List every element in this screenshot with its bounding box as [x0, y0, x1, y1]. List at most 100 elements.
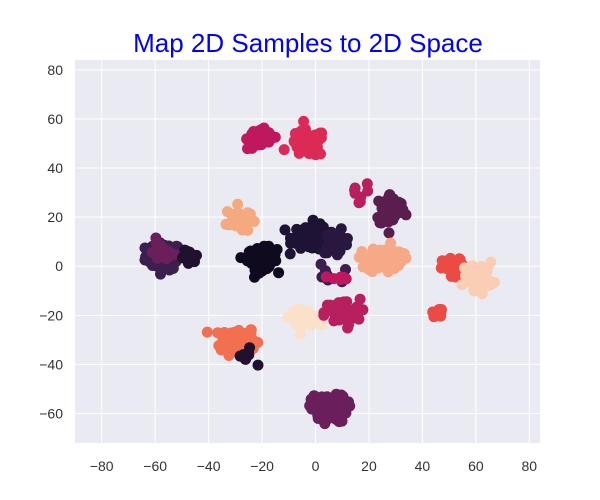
x-tick-label: 60	[468, 458, 484, 474]
data-point	[456, 279, 468, 291]
data-point	[446, 264, 458, 276]
grid-layer	[75, 60, 540, 443]
y-tick-label: 40	[47, 160, 63, 176]
data-point	[466, 276, 478, 288]
data-point	[468, 284, 480, 296]
data-point	[261, 242, 273, 254]
x-tick-label: −40	[197, 458, 221, 474]
y-tick-label: 60	[47, 111, 63, 127]
data-point	[335, 274, 347, 285]
data-point	[245, 324, 257, 336]
data-point	[241, 133, 253, 145]
data-point	[242, 224, 254, 236]
data-point	[333, 227, 345, 239]
data-point	[334, 314, 346, 325]
data-point	[356, 246, 368, 257]
chart-title: Map 2D Samples to 2D Space	[133, 28, 483, 58]
data-point	[248, 215, 260, 227]
data-point	[321, 230, 333, 241]
data-point	[384, 189, 396, 201]
data-point	[383, 203, 394, 215]
data-point	[228, 208, 239, 220]
data-point	[156, 241, 168, 253]
data-point	[380, 252, 392, 264]
data-point	[351, 301, 363, 313]
y-tick-label: −20	[39, 307, 63, 323]
x-tick-label: −60	[143, 458, 167, 474]
data-point	[349, 187, 361, 199]
data-point	[273, 267, 285, 279]
data-point	[316, 222, 328, 234]
data-point	[459, 262, 471, 274]
data-point	[320, 243, 332, 255]
y-tick-label: 20	[47, 209, 63, 225]
data-point	[220, 218, 232, 230]
data-point	[330, 388, 342, 400]
x-tick-label: 20	[361, 458, 377, 474]
data-point	[288, 135, 300, 147]
data-point	[343, 319, 354, 331]
data-point	[380, 244, 392, 256]
data-point	[383, 227, 395, 239]
data-point	[334, 301, 346, 313]
data-point	[239, 333, 251, 345]
points-layer	[139, 115, 500, 430]
data-point	[303, 227, 315, 239]
y-tick-label: 80	[47, 62, 63, 78]
data-point	[242, 207, 254, 219]
x-tick-label: −20	[250, 458, 274, 474]
data-point	[151, 252, 163, 264]
data-point	[305, 393, 317, 405]
data-point	[361, 178, 373, 190]
data-point	[287, 306, 299, 318]
data-point	[476, 272, 488, 284]
data-point	[297, 319, 309, 331]
y-tick-labels: −60 −40 −20 0 20 40 60 80	[39, 62, 63, 422]
data-point	[468, 265, 480, 277]
data-point	[182, 257, 194, 269]
data-point	[217, 331, 229, 343]
data-point	[284, 248, 296, 260]
data-point	[480, 263, 492, 275]
data-point	[376, 217, 387, 229]
data-point	[397, 250, 409, 262]
x-tick-labels: −80 −60 −40 −20 0 20 40 60 80	[90, 458, 537, 474]
x-tick-label: 0	[312, 458, 320, 474]
data-point	[331, 249, 343, 261]
data-point	[315, 148, 326, 160]
y-tick-label: −40	[39, 356, 63, 372]
data-point	[291, 223, 303, 235]
data-point	[296, 238, 308, 250]
data-point	[186, 249, 198, 261]
data-point	[321, 299, 333, 311]
data-point	[454, 254, 466, 266]
data-point	[295, 125, 307, 137]
data-point	[237, 349, 249, 361]
data-point	[315, 396, 327, 408]
data-point	[278, 144, 290, 156]
y-tick-label: 0	[55, 258, 63, 274]
data-point	[252, 359, 264, 371]
data-point	[263, 256, 275, 268]
data-point	[232, 198, 244, 210]
y-tick-label: −60	[39, 406, 63, 422]
data-point	[201, 326, 213, 338]
data-point	[352, 310, 364, 322]
data-point	[318, 309, 330, 321]
data-point	[226, 332, 238, 343]
data-point	[304, 130, 315, 142]
data-point	[433, 306, 445, 318]
data-point	[314, 127, 326, 139]
data-point	[319, 418, 331, 430]
x-tick-label: 40	[415, 458, 431, 474]
data-point	[223, 350, 235, 361]
data-point	[288, 236, 299, 248]
x-tick-label: −80	[90, 458, 114, 474]
data-point	[244, 254, 256, 266]
x-tick-label: 80	[522, 458, 538, 474]
data-point	[279, 224, 291, 236]
data-point	[353, 197, 365, 209]
data-point	[295, 328, 307, 340]
